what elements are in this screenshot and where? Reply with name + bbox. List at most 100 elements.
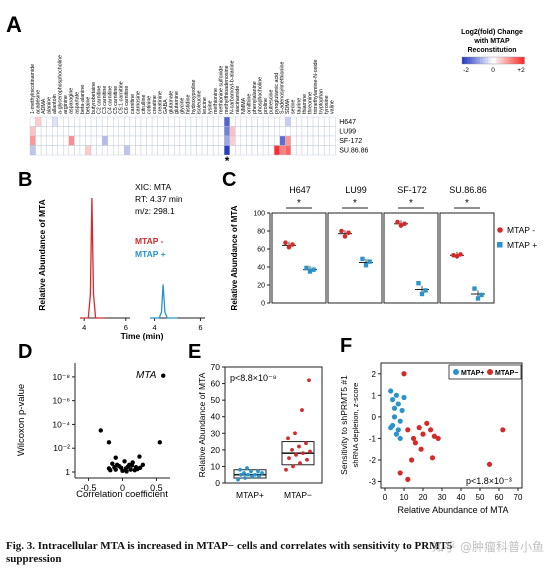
y-tick-label: 40: [257, 265, 265, 272]
heatmap-cell: [135, 145, 142, 156]
data-point: [307, 378, 311, 383]
heatmap-cell: [63, 135, 70, 146]
heatmap-cell: [29, 116, 36, 127]
heatmap-cell: [274, 145, 280, 156]
heatmap-cell: [46, 126, 53, 137]
heatmap-col-label: C5 carnitine: [113, 86, 119, 114]
significance-star: *: [465, 198, 469, 209]
data-point: [113, 455, 118, 460]
heatmap-cell: [46, 145, 53, 156]
x-tick-label: 50: [476, 493, 485, 502]
data-point: [125, 464, 131, 469]
heatmap-cell: [107, 135, 114, 146]
heatmap-cell: [257, 145, 264, 156]
heatmap-cell: [318, 126, 325, 137]
caption-line-2: suppression: [6, 553, 62, 565]
y-tick-label: 40: [211, 412, 221, 422]
heatmap-cell: [74, 126, 81, 137]
heatmap-cell: [290, 145, 297, 156]
heatmap-scale-step: [511, 57, 515, 64]
data-point: [301, 451, 305, 456]
data-point: [405, 427, 411, 433]
heatmap-cell: [224, 135, 231, 146]
heatmap-cell: [96, 145, 103, 156]
heatmap-cell: [68, 126, 75, 137]
heatmap-cell: [52, 135, 58, 146]
data-point: [346, 230, 351, 236]
heatmap-cell: [235, 126, 242, 137]
heatmap-col-label: acadesine: [35, 90, 41, 114]
heatmap-cell: [296, 116, 303, 127]
data-point: [300, 408, 304, 412]
heatmap-col-label: tyrosine: [324, 95, 330, 114]
heatmap-cell: [229, 116, 236, 127]
data-point: [128, 467, 133, 472]
heatmap-cell: [218, 145, 225, 156]
heatmap-cell: [101, 135, 108, 146]
heatmap-cell: [107, 145, 114, 156]
heatmap-cell: [40, 145, 47, 156]
heatmap-col-label: putrescine: [269, 90, 275, 114]
data-point: [412, 440, 418, 446]
significance-star: *: [409, 198, 413, 209]
y-axis-label: shRNA depletion, z-score: [351, 383, 360, 468]
heatmap-cell: [274, 126, 280, 137]
heatmap-cell: [207, 116, 214, 127]
heatmap-col-label: histidine: [185, 95, 191, 114]
heatmap-col-label: citrulline: [141, 95, 147, 114]
y-tick-label: 10⁻²: [53, 443, 70, 453]
y-tick-label: 1: [65, 467, 70, 477]
heatmap-cell: [35, 116, 42, 127]
data-point: [239, 472, 243, 477]
data-point: [98, 428, 103, 433]
heatmap-cell: [124, 145, 131, 156]
heatmap-col-label: C3 carnitine: [102, 86, 108, 114]
data-point: [431, 433, 437, 439]
x-tick-label: 40: [457, 493, 466, 502]
heatmap-cell: [107, 126, 114, 137]
heatmap-cell: [323, 126, 330, 137]
heatmap-cell: [179, 145, 186, 156]
heatmap-cell: [96, 126, 103, 137]
legend-label: MTAP -: [507, 225, 535, 235]
heatmap-cell: [113, 126, 120, 137]
p-value: p<8.8×10⁻⁸: [230, 373, 277, 383]
heatmap-cell: [268, 145, 275, 156]
x-tick-label: 30: [438, 493, 447, 502]
heatmap-col-label: glutamate: [169, 91, 175, 114]
heatmap-cell: [124, 116, 131, 127]
heatmap-row-label: SF-172: [339, 138, 362, 145]
data-point: [479, 292, 484, 298]
data-point: [500, 427, 506, 433]
heatmap-cell: [201, 126, 208, 137]
data-point: [294, 452, 298, 457]
legend-marker-mtap-pos: [453, 369, 459, 375]
data-point: [397, 470, 403, 476]
heatmap-scale-step: [462, 57, 465, 64]
figure-caption: Fig. 3. Intracellular MTA is increased i…: [6, 540, 551, 566]
data-point: [424, 420, 430, 426]
heatmap-cell: [207, 145, 214, 156]
data-point: [397, 418, 403, 424]
heatmap-col-label: C4 carnitine: [108, 86, 114, 114]
heatmap-cell: [329, 145, 336, 156]
heatmap-col-label: pyroglutamic acid: [274, 73, 280, 114]
heatmap-cell: [118, 116, 125, 127]
data-point: [283, 240, 288, 245]
heatmap-cell: [229, 135, 236, 146]
heatmap-cell: [268, 126, 275, 137]
data-point: [342, 234, 348, 239]
data-point: [429, 455, 436, 461]
heatmap-col-label: isoleucine: [196, 90, 202, 114]
heatmap-col-label: trimethylamine-N-oxide: [313, 59, 319, 114]
heatmap-cell: [296, 126, 303, 137]
data-point: [304, 265, 309, 271]
legend-mtap-pos: MTAP +: [135, 249, 166, 259]
x-axis-label: Relative Abundance of MTA: [398, 505, 509, 515]
data-point: [157, 440, 163, 445]
legend-label: MTAP+: [461, 370, 484, 377]
data-point: [458, 252, 463, 257]
heatmap-col-label: SDMA: [285, 98, 291, 114]
data-point: [286, 244, 292, 250]
